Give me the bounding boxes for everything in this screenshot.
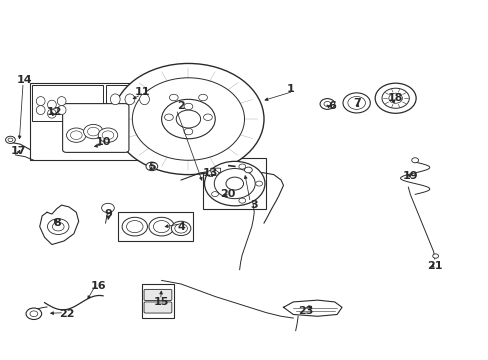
Text: 3: 3 [250, 200, 258, 210]
Circle shape [87, 127, 99, 136]
Circle shape [122, 217, 147, 236]
Text: 8: 8 [53, 218, 61, 228]
Circle shape [244, 167, 252, 173]
Circle shape [347, 96, 365, 109]
Circle shape [83, 125, 103, 139]
Text: 22: 22 [59, 310, 74, 319]
Circle shape [211, 171, 218, 176]
Text: 1: 1 [286, 84, 294, 94]
Text: 2: 2 [177, 102, 184, 112]
Circle shape [176, 110, 200, 128]
Text: 9: 9 [104, 209, 112, 219]
Text: 7: 7 [352, 98, 360, 108]
Circle shape [183, 129, 192, 135]
Text: 23: 23 [297, 306, 312, 316]
Circle shape [204, 161, 264, 206]
Circle shape [149, 217, 174, 236]
Circle shape [211, 192, 218, 197]
Circle shape [171, 221, 190, 235]
Text: 11: 11 [134, 87, 149, 97]
Text: 5: 5 [148, 162, 155, 172]
Circle shape [52, 222, 64, 231]
Ellipse shape [57, 105, 66, 114]
Circle shape [102, 131, 114, 139]
Circle shape [225, 177, 243, 190]
Bar [142, 284, 173, 318]
Circle shape [381, 88, 408, 108]
Ellipse shape [47, 109, 56, 118]
Circle shape [388, 93, 402, 103]
Circle shape [98, 128, 118, 142]
Circle shape [374, 83, 415, 113]
Text: 10: 10 [95, 138, 111, 147]
Ellipse shape [140, 94, 149, 105]
Circle shape [198, 94, 207, 101]
Text: 15: 15 [154, 297, 169, 307]
Circle shape [238, 198, 245, 203]
Circle shape [113, 63, 264, 175]
Circle shape [432, 254, 438, 258]
Ellipse shape [36, 96, 45, 105]
Bar [203, 158, 266, 209]
Text: 20: 20 [219, 189, 235, 199]
Ellipse shape [47, 100, 56, 109]
Ellipse shape [57, 96, 66, 105]
Circle shape [132, 78, 244, 160]
Text: 6: 6 [327, 102, 336, 112]
Circle shape [324, 102, 330, 107]
Circle shape [238, 164, 245, 169]
FancyBboxPatch shape [62, 104, 129, 152]
Circle shape [169, 94, 178, 101]
Circle shape [30, 311, 38, 317]
Text: 21: 21 [426, 261, 442, 271]
Circle shape [164, 114, 173, 121]
Bar [30, 83, 161, 160]
Text: 18: 18 [387, 93, 403, 103]
Circle shape [149, 165, 154, 168]
FancyBboxPatch shape [144, 289, 171, 301]
Text: 4: 4 [177, 222, 184, 231]
Bar [32, 85, 103, 121]
Text: 16: 16 [90, 281, 106, 291]
Circle shape [342, 93, 369, 113]
Text: 13: 13 [202, 168, 218, 178]
Ellipse shape [125, 94, 135, 105]
Circle shape [214, 168, 255, 199]
Circle shape [183, 103, 192, 110]
Circle shape [126, 221, 142, 233]
Text: 19: 19 [402, 171, 417, 181]
Circle shape [26, 308, 41, 319]
Circle shape [203, 114, 212, 121]
Ellipse shape [110, 94, 120, 105]
Bar [105, 85, 159, 110]
Circle shape [47, 219, 69, 234]
Circle shape [255, 181, 262, 186]
Text: 17: 17 [11, 146, 26, 156]
Circle shape [174, 224, 187, 233]
Circle shape [206, 171, 214, 176]
Text: 14: 14 [16, 75, 32, 85]
Circle shape [102, 203, 114, 213]
Circle shape [5, 136, 15, 143]
Circle shape [320, 99, 334, 109]
Circle shape [411, 158, 418, 163]
Circle shape [146, 162, 158, 171]
Circle shape [153, 221, 169, 233]
Bar [118, 212, 193, 241]
Circle shape [66, 128, 86, 142]
FancyBboxPatch shape [144, 302, 171, 313]
Circle shape [8, 138, 13, 141]
Circle shape [161, 99, 215, 139]
FancyBboxPatch shape [210, 168, 220, 172]
Text: 12: 12 [46, 107, 62, 117]
Ellipse shape [36, 105, 45, 114]
Circle shape [70, 131, 82, 139]
